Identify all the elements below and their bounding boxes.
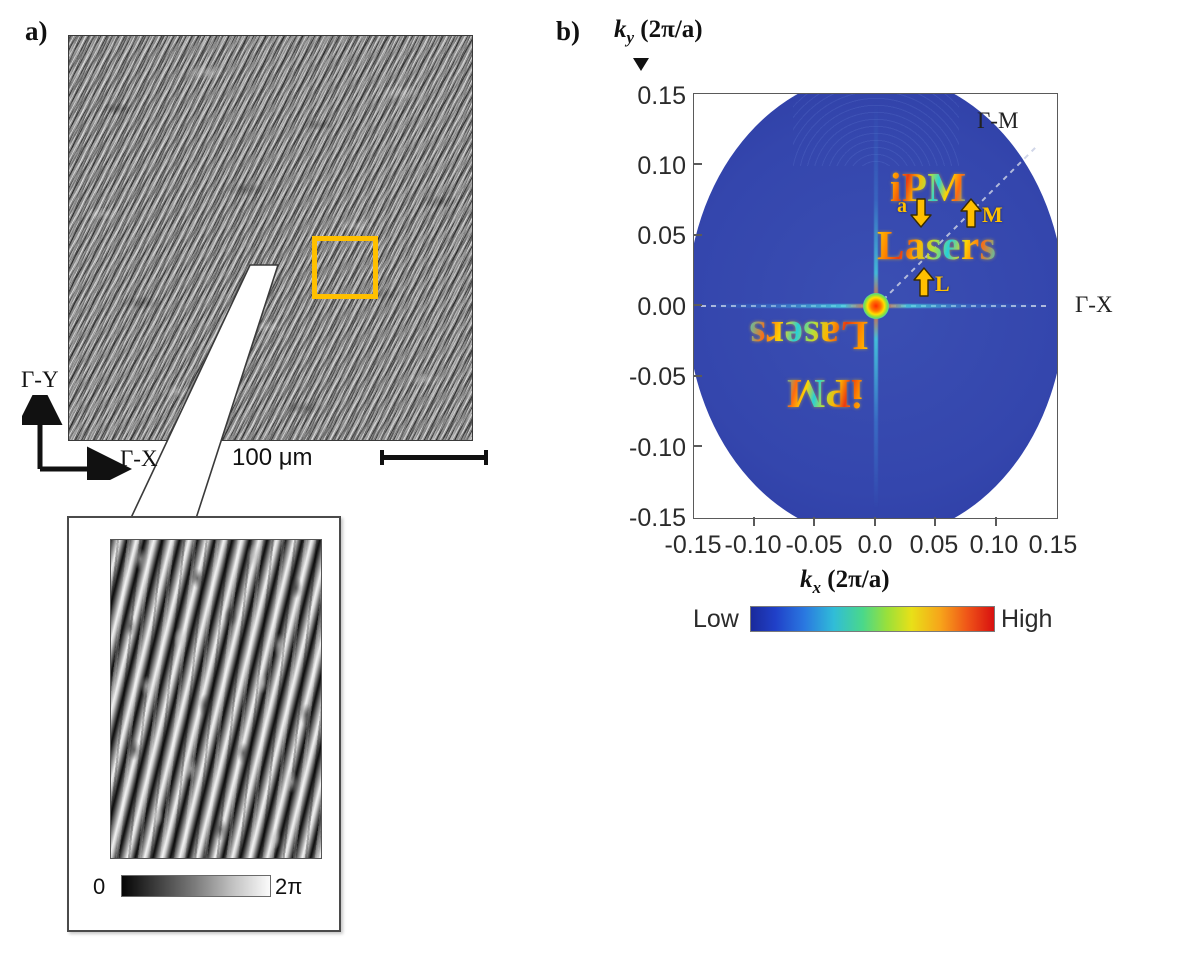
annotation-M-arrow-up-icon [960, 198, 982, 228]
texture-layer-1 [69, 36, 472, 440]
labyrinth-layer-3 [111, 540, 321, 858]
ytick-mark-4 [693, 375, 702, 377]
labyrinthine-phase-zoom-image [110, 539, 322, 859]
ytick-label-2: 0.05 [637, 222, 686, 250]
ytick-label-3: 0.00 [637, 293, 686, 321]
ytick-mark-5 [693, 445, 702, 447]
near-field-phase-image [68, 35, 473, 441]
intensity-colorbar [750, 606, 995, 632]
scalebar-label: 100 μm [232, 444, 313, 471]
encoded-text-lasers: Lasers [877, 222, 997, 268]
encoded-text-ipm-inverted: iPM [786, 371, 863, 417]
ytick-mark-2 [693, 234, 702, 236]
ytick-label-1: 0.10 [637, 152, 686, 180]
zero-order-core [862, 293, 889, 319]
ytick-label-4: -0.05 [629, 363, 686, 391]
intensity-colorbar-low-label: Low [693, 605, 739, 633]
xtick-mark-4 [934, 517, 936, 526]
xtick-mark-3 [874, 517, 876, 526]
annotation-L-label: L [935, 271, 950, 296]
scalebar-line [380, 450, 488, 465]
annotation-M-label: M [982, 202, 1003, 227]
ytick-label-0: 0.15 [637, 82, 686, 110]
ytick-mark-1 [693, 163, 702, 165]
kx-subscript: x [812, 578, 822, 597]
xtick-label-6: 0.15 [1028, 531, 1078, 559]
ky-units: (2π/a) [640, 16, 703, 43]
texture-layer-2 [69, 36, 472, 440]
xtick-label-4: 0.05 [909, 531, 959, 559]
phase-colorbar-group: 0 2π [93, 870, 323, 904]
xtick-label-2: -0.05 [785, 531, 843, 559]
kx-symbol: k [800, 566, 813, 593]
phase-colorbar-max-label: 2π [275, 874, 303, 899]
annotation-a-label: a [897, 195, 907, 217]
panel-b-label: b) [556, 16, 581, 46]
gamma-x-axis-label: Γ-X [120, 446, 158, 471]
annotation-a-arrow-down-icon [910, 198, 932, 228]
xtick-mark-2 [813, 517, 815, 526]
annotation-L-arrow-up-icon [913, 267, 935, 297]
zoom-inset-frame: 0 2π [67, 516, 341, 932]
encoded-text-lasers-inverted: Lasers [749, 313, 869, 359]
panel-a-label: a) [25, 16, 48, 46]
ky-axis-title: ky (2π/a) [614, 16, 703, 48]
ky-caret-icon [633, 58, 649, 71]
gamma-y-axis-label: Γ-Y [21, 367, 59, 392]
phase-colorbar-min-label: 0 [93, 874, 106, 899]
intensity-colorbar-group: Low High [693, 604, 1058, 638]
xtick-label-5: 0.10 [969, 531, 1019, 559]
texture-layer-3 [69, 36, 472, 440]
zero-order-diffraction-spot [694, 94, 1057, 518]
gamma-x-direction-label: Γ-X [1075, 292, 1113, 317]
xtick-mark-5 [995, 517, 997, 526]
ytick-label-6: -0.15 [629, 504, 686, 532]
xtick-label-0: -0.15 [664, 531, 722, 559]
far-field-kspace-plot: iPM Lasers Lasers iPM a M L Γ-M [693, 93, 1058, 519]
ytick-mark-3 [693, 304, 702, 306]
xtick-label-1: -0.10 [724, 531, 782, 559]
xtick-label-3: 0.0 [857, 531, 893, 559]
zoom-region-box[interactable] [312, 236, 378, 299]
axis-compass [22, 395, 132, 480]
kx-units: (2π/a) [827, 566, 890, 593]
xtick-mark-1 [753, 517, 755, 526]
phase-colorbar [121, 875, 271, 897]
ytick-label-5: -0.10 [629, 434, 686, 462]
scalebar-group: 100 μm [232, 441, 488, 477]
encoded-text-ipm: iPM [890, 164, 967, 210]
gamma-m-direction-label: Γ-M [977, 108, 1019, 133]
intensity-colorbar-high-label: High [1001, 605, 1053, 633]
ky-symbol: k [614, 16, 627, 43]
texture-mottling [69, 36, 472, 440]
kx-axis-title: kx (2π/a) [800, 566, 890, 598]
ky-subscript: y [626, 28, 635, 47]
